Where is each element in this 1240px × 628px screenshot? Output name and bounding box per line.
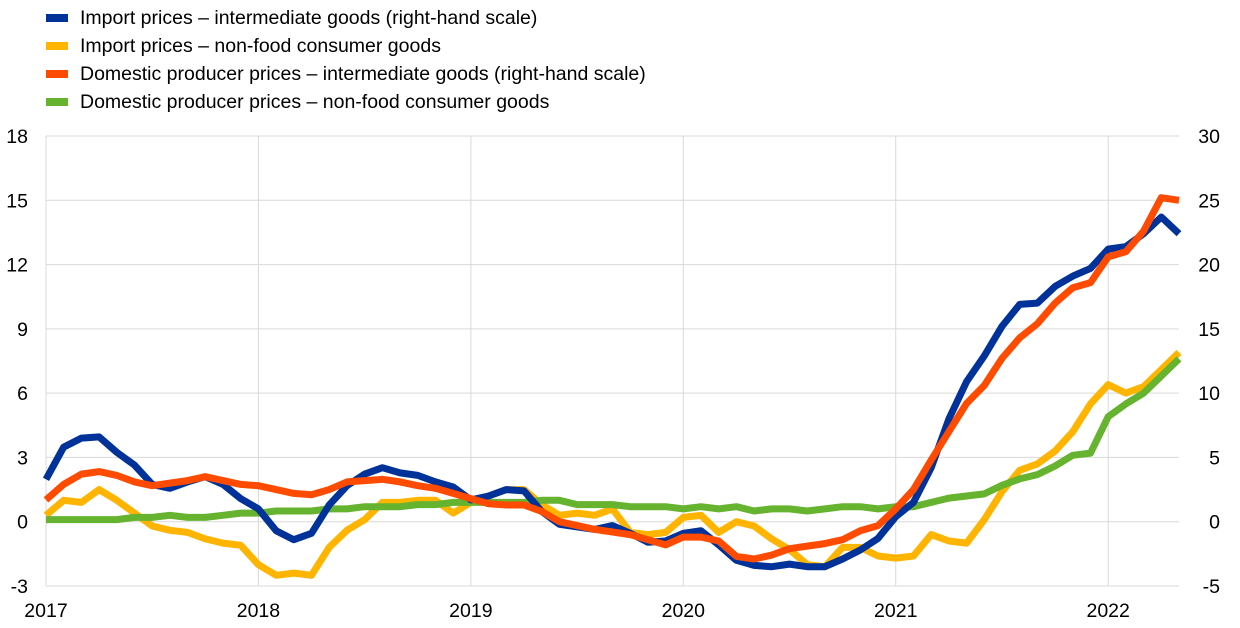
y-left-tick-label-1: 0 bbox=[17, 512, 28, 534]
y-right-tick-label-1: 0 bbox=[1209, 512, 1220, 534]
y-right-tick-label-0: -5 bbox=[1203, 576, 1220, 598]
legend-label-domestic-intermediate: Domestic producer prices – intermediate … bbox=[80, 62, 646, 85]
y-right-tick-label-6: 25 bbox=[1198, 190, 1220, 212]
y-right-tick-label-7: 30 bbox=[1198, 126, 1220, 148]
legend-swatch-import-nonfood bbox=[46, 42, 68, 50]
y-right-tick-label-2: 5 bbox=[1209, 447, 1220, 469]
y-left-tick-label-5: 12 bbox=[6, 255, 28, 277]
x-tick-label-2021: 2021 bbox=[874, 600, 917, 622]
legend-swatch-import-intermediate bbox=[46, 14, 68, 22]
y-left-tick-label-6: 15 bbox=[6, 190, 28, 212]
legend-item-import-intermediate: Import prices – intermediate goods (righ… bbox=[46, 4, 646, 32]
y-left-tick-label-0: -3 bbox=[11, 576, 28, 598]
y-left-tick-label-7: 18 bbox=[6, 126, 28, 148]
series-import-nonfood-line bbox=[43, 349, 1182, 579]
y-right-tick-label-4: 15 bbox=[1198, 319, 1220, 341]
x-tick-label-2020: 2020 bbox=[662, 600, 706, 622]
x-tick-label-2017: 2017 bbox=[24, 600, 67, 622]
y-right-tick-label-5: 20 bbox=[1198, 255, 1220, 277]
legend-swatch-domestic-intermediate bbox=[46, 70, 68, 78]
legend-item-domestic-intermediate: Domestic producer prices – intermediate … bbox=[46, 60, 646, 88]
x-tick-label-2018: 2018 bbox=[237, 600, 280, 622]
x-tick-label-2022: 2022 bbox=[1086, 600, 1129, 622]
y-left-tick-label-3: 6 bbox=[17, 383, 28, 405]
series-domestic-nonfood-line bbox=[46, 356, 1182, 524]
legend-swatch-domestic-nonfood bbox=[46, 98, 68, 106]
series-import-intermediate-line bbox=[42, 213, 1182, 571]
y-right-tick-label-3: 10 bbox=[1198, 383, 1220, 405]
series-domestic-intermediate-line bbox=[43, 194, 1180, 563]
legend-label-domestic-nonfood: Domestic producer prices – non-food cons… bbox=[80, 90, 550, 113]
legend-label-import-nonfood: Import prices – non-food consumer goods bbox=[80, 34, 441, 57]
y-left-tick-label-2: 3 bbox=[17, 447, 28, 469]
y-left-tick-label-4: 9 bbox=[17, 319, 28, 341]
x-tick-label-2019: 2019 bbox=[449, 600, 492, 622]
legend-item-import-nonfood: Import prices – non-food consumer goods bbox=[46, 32, 646, 60]
legend: Import prices – intermediate goods (righ… bbox=[46, 4, 646, 116]
legend-item-domestic-nonfood: Domestic producer prices – non-food cons… bbox=[46, 88, 646, 116]
legend-label-import-intermediate: Import prices – intermediate goods (righ… bbox=[80, 6, 538, 29]
